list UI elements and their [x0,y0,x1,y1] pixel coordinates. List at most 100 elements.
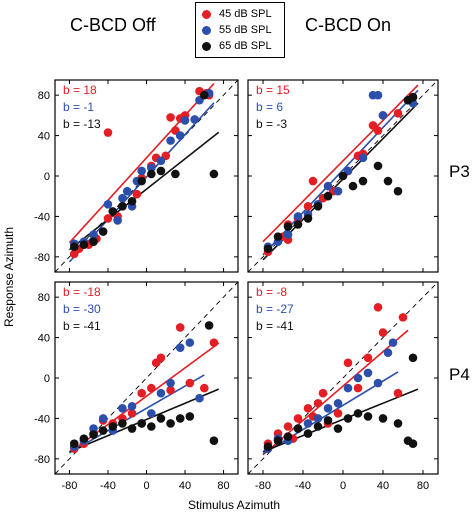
data-point [108,207,118,216]
data-point [166,385,175,395]
b-label: b = -27 [256,302,294,316]
data-point [373,161,383,171]
legend-label: 65 dB SPL [219,40,272,52]
data-point [343,414,353,423]
data-point [113,216,122,225]
data-point [323,416,333,425]
data-point [209,338,219,347]
data-point [156,414,166,423]
data-point [393,186,403,196]
data-point [378,111,388,120]
data-point [137,166,146,176]
y-tick-label: 0 [44,373,50,385]
data-point [273,232,283,241]
data-point [204,321,214,330]
x-tick-label: 80 [417,480,429,492]
data-point [393,109,403,118]
y-tick-label: -80 [34,454,50,466]
data-point [127,401,137,411]
data-point [185,412,195,421]
data-point [89,424,98,433]
data-point [283,230,293,239]
legend: 45 dB SPL 55 dB SPL 65 dB SPL [195,2,285,58]
data-point [89,430,98,439]
x-tick-label: 40 [377,480,389,492]
data-point [108,422,118,431]
data-point [373,302,383,312]
data-point [175,323,185,332]
x-tick-label: 0 [340,480,346,492]
data-point [147,169,156,179]
data-point [89,237,98,246]
data-point [118,202,127,211]
column-title-off: C-BCD Off [70,15,156,35]
data-point [118,404,127,413]
x-tick-label: -80 [255,480,271,492]
data-point [303,214,313,223]
data-point [98,426,108,435]
data-point [408,353,418,363]
legend-item: 65 dB SPL [202,38,272,54]
data-point [363,412,373,421]
data-point [156,166,166,176]
legend-label: 55 dB SPL [219,24,272,36]
row-label-p3: P3 [449,162,470,181]
fit-line [262,84,419,243]
fit-line [68,131,220,251]
data-point [303,429,313,438]
legend-marker [202,41,211,51]
data-point [293,220,303,229]
data-point [283,432,293,441]
b-label: b = 15 [256,83,290,97]
x-tick-label: -80 [61,480,77,492]
data-point [190,115,199,124]
data-point [318,388,328,398]
data-point [283,222,293,231]
data-point [323,181,333,191]
data-point [127,409,137,418]
data-point [69,242,79,252]
data-point [303,404,313,413]
y-tick-label: 40 [38,333,50,345]
b-label: b = -41 [63,319,101,333]
data-point [308,176,318,186]
data-point [313,422,323,431]
data-point [323,191,333,201]
data-point [343,358,353,368]
data-point [199,383,209,393]
data-point [185,338,195,347]
data-point [373,90,383,100]
data-point [147,383,156,393]
data-point [147,422,156,431]
legend-marker [202,25,211,35]
data-point [313,398,323,408]
data-point [293,424,303,433]
data-point [283,422,293,431]
b-label: b = 18 [63,83,97,97]
legend-label: 45 dB SPL [219,8,272,20]
data-point [388,338,398,347]
x-tick-label: 0 [143,480,149,492]
data-point [69,439,79,448]
data-point [132,189,142,199]
fit-line [68,82,215,244]
b-label: b = -13 [63,117,101,131]
data-point [137,419,146,428]
data-point [89,230,98,239]
data-point [363,368,373,378]
data-point [378,328,388,337]
data-point [156,388,166,398]
data-point [363,353,373,363]
data-point [273,436,283,445]
data-point [343,383,353,393]
data-point [127,196,137,206]
data-point [383,348,393,358]
data-point [103,199,113,209]
data-point [263,244,273,254]
data-point [313,202,323,211]
data-point [185,378,195,388]
data-point [175,343,185,352]
data-point [118,193,127,203]
b-label: b = 6 [256,100,283,114]
data-point [373,378,383,388]
